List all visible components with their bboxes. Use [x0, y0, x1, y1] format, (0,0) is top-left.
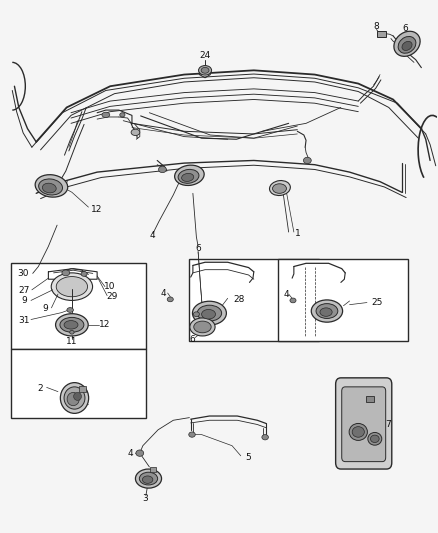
Ellipse shape [67, 308, 74, 312]
Text: 9: 9 [42, 304, 48, 313]
Text: 12: 12 [99, 320, 111, 329]
Ellipse shape [192, 301, 226, 325]
Ellipse shape [39, 179, 63, 195]
Ellipse shape [62, 270, 70, 276]
Text: 11: 11 [66, 337, 78, 346]
Ellipse shape [60, 317, 84, 332]
Ellipse shape [56, 314, 88, 336]
Ellipse shape [102, 112, 110, 117]
Bar [11, 263, 146, 349]
Text: 6: 6 [189, 335, 195, 344]
Ellipse shape [269, 181, 290, 196]
Ellipse shape [198, 66, 212, 75]
Ellipse shape [136, 450, 144, 456]
Text: 28: 28 [233, 295, 244, 304]
Bar [377, 30, 386, 37]
Ellipse shape [67, 392, 79, 406]
Ellipse shape [398, 36, 416, 53]
Ellipse shape [42, 183, 56, 193]
Text: 4: 4 [160, 288, 166, 297]
Text: 5: 5 [245, 453, 251, 462]
Ellipse shape [64, 320, 78, 329]
Bar [79, 386, 86, 392]
Ellipse shape [70, 330, 74, 334]
Ellipse shape [394, 31, 420, 56]
Text: 30: 30 [18, 269, 29, 278]
Text: 10: 10 [104, 282, 116, 291]
Ellipse shape [167, 297, 173, 302]
Text: 6: 6 [195, 244, 201, 253]
Ellipse shape [159, 166, 166, 173]
Ellipse shape [272, 184, 286, 193]
Text: 4: 4 [127, 449, 133, 458]
Text: 3: 3 [142, 494, 148, 503]
Ellipse shape [120, 113, 125, 117]
Ellipse shape [74, 392, 81, 400]
Ellipse shape [290, 298, 296, 303]
Text: 8: 8 [374, 22, 379, 31]
Ellipse shape [197, 305, 222, 321]
Ellipse shape [35, 175, 68, 197]
Bar [11, 349, 146, 418]
Ellipse shape [182, 173, 194, 181]
Text: 25: 25 [371, 298, 382, 307]
Ellipse shape [56, 277, 88, 297]
Ellipse shape [189, 432, 195, 437]
Ellipse shape [60, 383, 88, 414]
Ellipse shape [349, 423, 367, 440]
Ellipse shape [311, 300, 343, 322]
Text: 29: 29 [107, 292, 118, 301]
Bar [366, 396, 374, 402]
Ellipse shape [320, 308, 332, 317]
Text: 7: 7 [385, 420, 391, 429]
Ellipse shape [135, 469, 162, 488]
Ellipse shape [175, 165, 204, 185]
Text: 1: 1 [295, 229, 301, 238]
Text: 9: 9 [21, 296, 27, 305]
Bar [150, 467, 156, 472]
FancyBboxPatch shape [336, 378, 392, 469]
Ellipse shape [190, 318, 215, 336]
Ellipse shape [304, 157, 311, 164]
Ellipse shape [368, 432, 382, 445]
Text: 12: 12 [91, 205, 102, 214]
Ellipse shape [51, 273, 92, 301]
Text: 4: 4 [150, 231, 155, 240]
Ellipse shape [142, 476, 153, 483]
Text: 6: 6 [403, 25, 408, 34]
Ellipse shape [371, 435, 379, 442]
Text: 4: 4 [284, 289, 289, 298]
Ellipse shape [262, 434, 268, 440]
Ellipse shape [201, 67, 209, 73]
Text: 27: 27 [18, 286, 30, 295]
Text: 24: 24 [199, 51, 211, 60]
Ellipse shape [64, 387, 85, 409]
Ellipse shape [402, 42, 412, 51]
Ellipse shape [193, 312, 199, 317]
Ellipse shape [194, 321, 211, 333]
Ellipse shape [178, 169, 199, 183]
Bar [188, 259, 319, 341]
Ellipse shape [139, 472, 158, 485]
Ellipse shape [131, 129, 140, 135]
Ellipse shape [352, 426, 364, 437]
Text: 31: 31 [18, 316, 30, 325]
Ellipse shape [201, 310, 215, 319]
Ellipse shape [316, 304, 338, 318]
Bar [278, 259, 408, 341]
FancyBboxPatch shape [342, 387, 386, 462]
Text: 2: 2 [38, 384, 43, 393]
Ellipse shape [81, 271, 87, 276]
